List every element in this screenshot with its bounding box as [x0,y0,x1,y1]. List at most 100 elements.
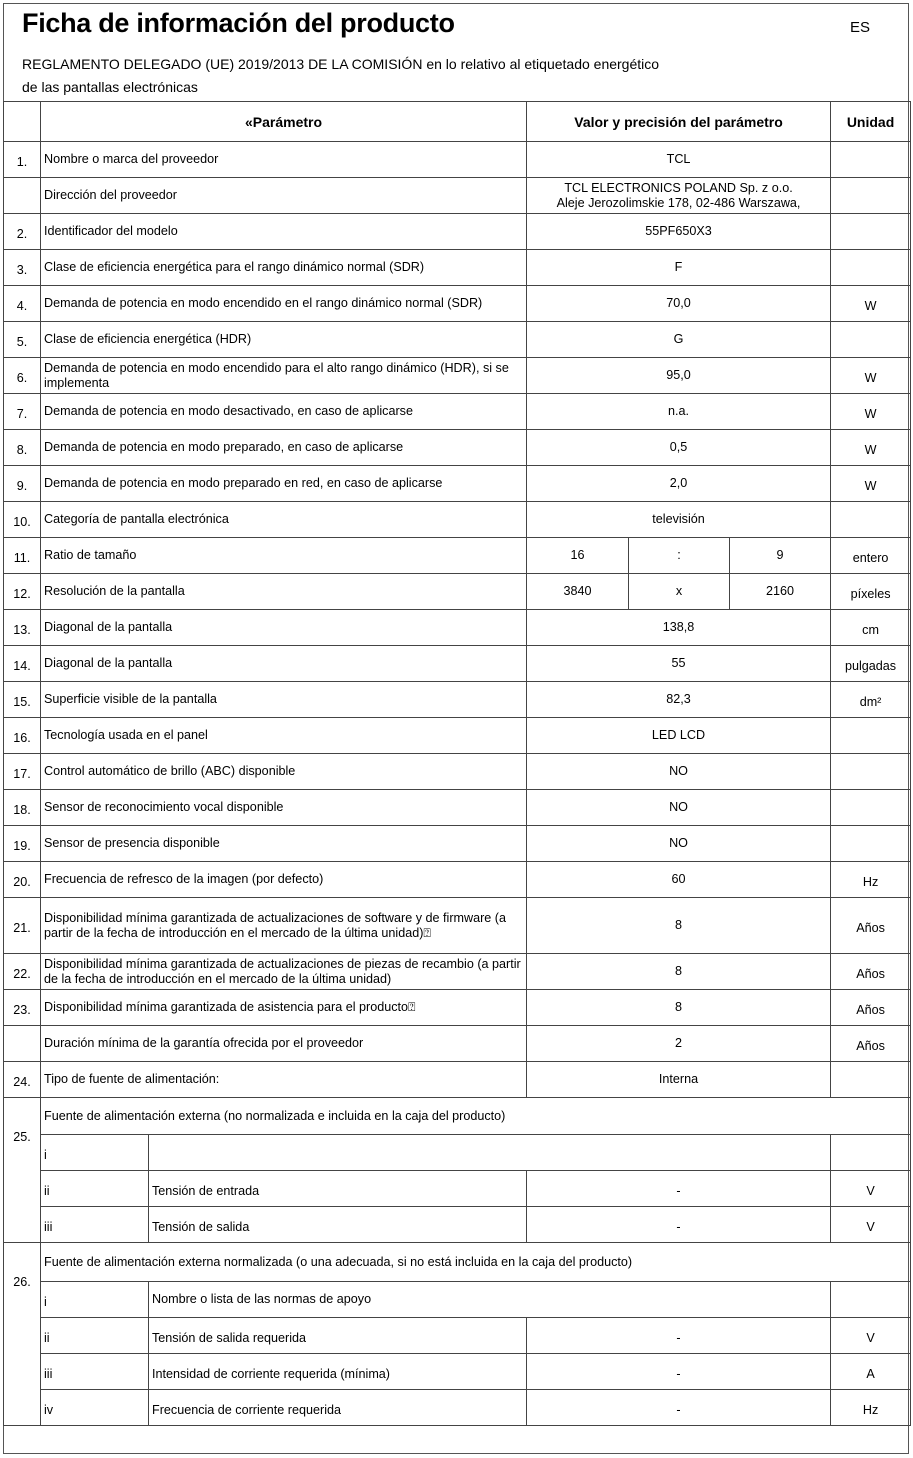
row-number: 11. [3,537,41,574]
split-value: 2160 [729,573,832,610]
parameter-value: 2 [526,1025,832,1062]
parameter-label: Dirección del proveedor [39,177,528,214]
parameter-value: televisión [526,501,832,538]
unit [830,1061,912,1098]
row-number: 6. [3,357,41,394]
row-number: 2. [3,213,41,250]
unit: W [830,285,912,322]
table-row: 10. Categoría de pantalla electrónica tele… [3,501,912,538]
sub-row: iv Frecuencia de corriente requerida - Hz [4,1389,912,1426]
unit: V [830,1317,912,1354]
unit [830,321,912,358]
unit [830,1281,912,1318]
table-row: 20. Frecuencia de refresco de la imagen (… [3,861,912,898]
parameter-value: NO [526,825,832,862]
parameter-label: Identificador del modelo [39,213,528,250]
sub-value: - [526,1353,832,1390]
parameter-value: 70,0 [526,285,832,322]
unit: Años [830,989,912,1026]
group-title: Fuente de alimentación externa (no norma… [39,1097,912,1135]
unit [830,753,912,790]
row-number: 25. [3,1097,41,1243]
unit: V [830,1206,912,1243]
unit: W [830,357,912,394]
parameter-label: Demanda de potencia en modo encendido en… [39,285,528,322]
unit [830,789,912,826]
split-value: x [628,573,731,610]
split-value: 9 [729,537,832,574]
unit: píxeles [830,573,912,610]
parameter-label: Duración mínima de la garantía ofrecida … [39,1025,528,1062]
unit [830,501,912,538]
parameter-value: 0,5 [526,429,832,466]
table-row: 15. Superficie visible de la pantalla 82,3… [3,681,912,718]
row-number: 16. [3,717,41,754]
split-value: 16 [526,537,630,574]
table-row: 2. Identificador del modelo 55PF650X3 [3,213,912,250]
row-number: 21. [3,897,41,954]
sub-index: ii [40,1317,149,1354]
sub-row: ii Tensión de entrada - V [4,1170,912,1207]
row-number [3,177,41,214]
row-number: 19. [3,825,41,862]
row-number: 12. [3,573,41,610]
unit: A [830,1353,912,1390]
parameter-table: «Parámetro Valor y precisión del parámet… [3,101,912,1426]
sub-label: Nombre o lista de las normas de apoyo [147,1281,832,1318]
parameter-label: Demanda de potencia en modo preparado en… [39,465,528,502]
sub-index: ii [40,1170,149,1207]
row-number: 26. [3,1242,41,1426]
table-row: Duración mínima de la garantía ofrecida … [3,1025,912,1062]
parameter-label: Tecnología usada en el panel [39,717,528,754]
parameter-value: 8 [526,989,832,1026]
table-row: 21. Disponibilidad mínima garantizada de … [3,897,912,954]
parameter-label: Superficie visible de la pantalla [39,681,528,718]
parameter-label: Ratio de tamaño [39,537,528,574]
sub-index: i [40,1134,149,1171]
sub-index: iv [40,1389,149,1426]
unit: W [830,393,912,430]
row-number: 20. [3,861,41,898]
table-row: 6. Demanda de potencia en modo encendido … [3,357,912,394]
split-value: : [628,537,731,574]
row-number: 4. [3,285,41,322]
table-row: 17. Control automático de brillo (ABC) di… [3,753,912,790]
sub-label: Tensión de salida [147,1206,528,1243]
row-number: 14. [3,645,41,682]
table-row: 24. Tipo de fuente de alimentación: Intern… [3,1061,912,1098]
sub-row: i Nombre o lista de las normas de apoyo [4,1281,912,1318]
parameter-value: 138,8 [526,609,832,646]
parameter-label: Demanda de potencia en modo desactivado,… [39,393,528,430]
parameter-value: G [526,321,832,358]
row-number: 23. [3,989,41,1026]
unit [830,213,912,250]
row-number: 10. [3,501,41,538]
parameter-label: Tipo de fuente de alimentación: [39,1061,528,1098]
parameter-value: NO [526,753,832,790]
num-header [3,101,41,142]
table-row: 19. Sensor de presencia disponible NO [3,825,912,862]
table-row: 8. Demanda de potencia en modo preparado,… [3,429,912,466]
unit: W [830,465,912,502]
sub-label: Intensidad de corriente requerida (mínim… [147,1353,528,1390]
unit: V [830,1170,912,1207]
row-number: 5. [3,321,41,358]
unit: Hz [830,861,912,898]
unit: pulgadas [830,645,912,682]
parameter-value: LED LCD [526,717,832,754]
row-number: 18. [3,789,41,826]
regulation-subtitle-line2: de las pantallas electrónicas [22,79,198,95]
parameter-label: Resolución de la pantalla [39,573,528,610]
sub-row: iii Tensión de salida - V [4,1206,912,1243]
unit: entero [830,537,912,574]
row-number: 13. [3,609,41,646]
row-number: 22. [3,953,41,990]
language-code: ES [850,19,871,36]
sub-label: Tensión de entrada [147,1170,528,1207]
parameter-label: Demanda de potencia en modo preparado, e… [39,429,528,466]
unit-header: Unidad [830,101,912,142]
row-number: 24. [3,1061,41,1098]
sub-label [147,1134,832,1171]
unit: Años [830,897,912,954]
group-title: Fuente de alimentación externa normaliza… [39,1242,912,1282]
